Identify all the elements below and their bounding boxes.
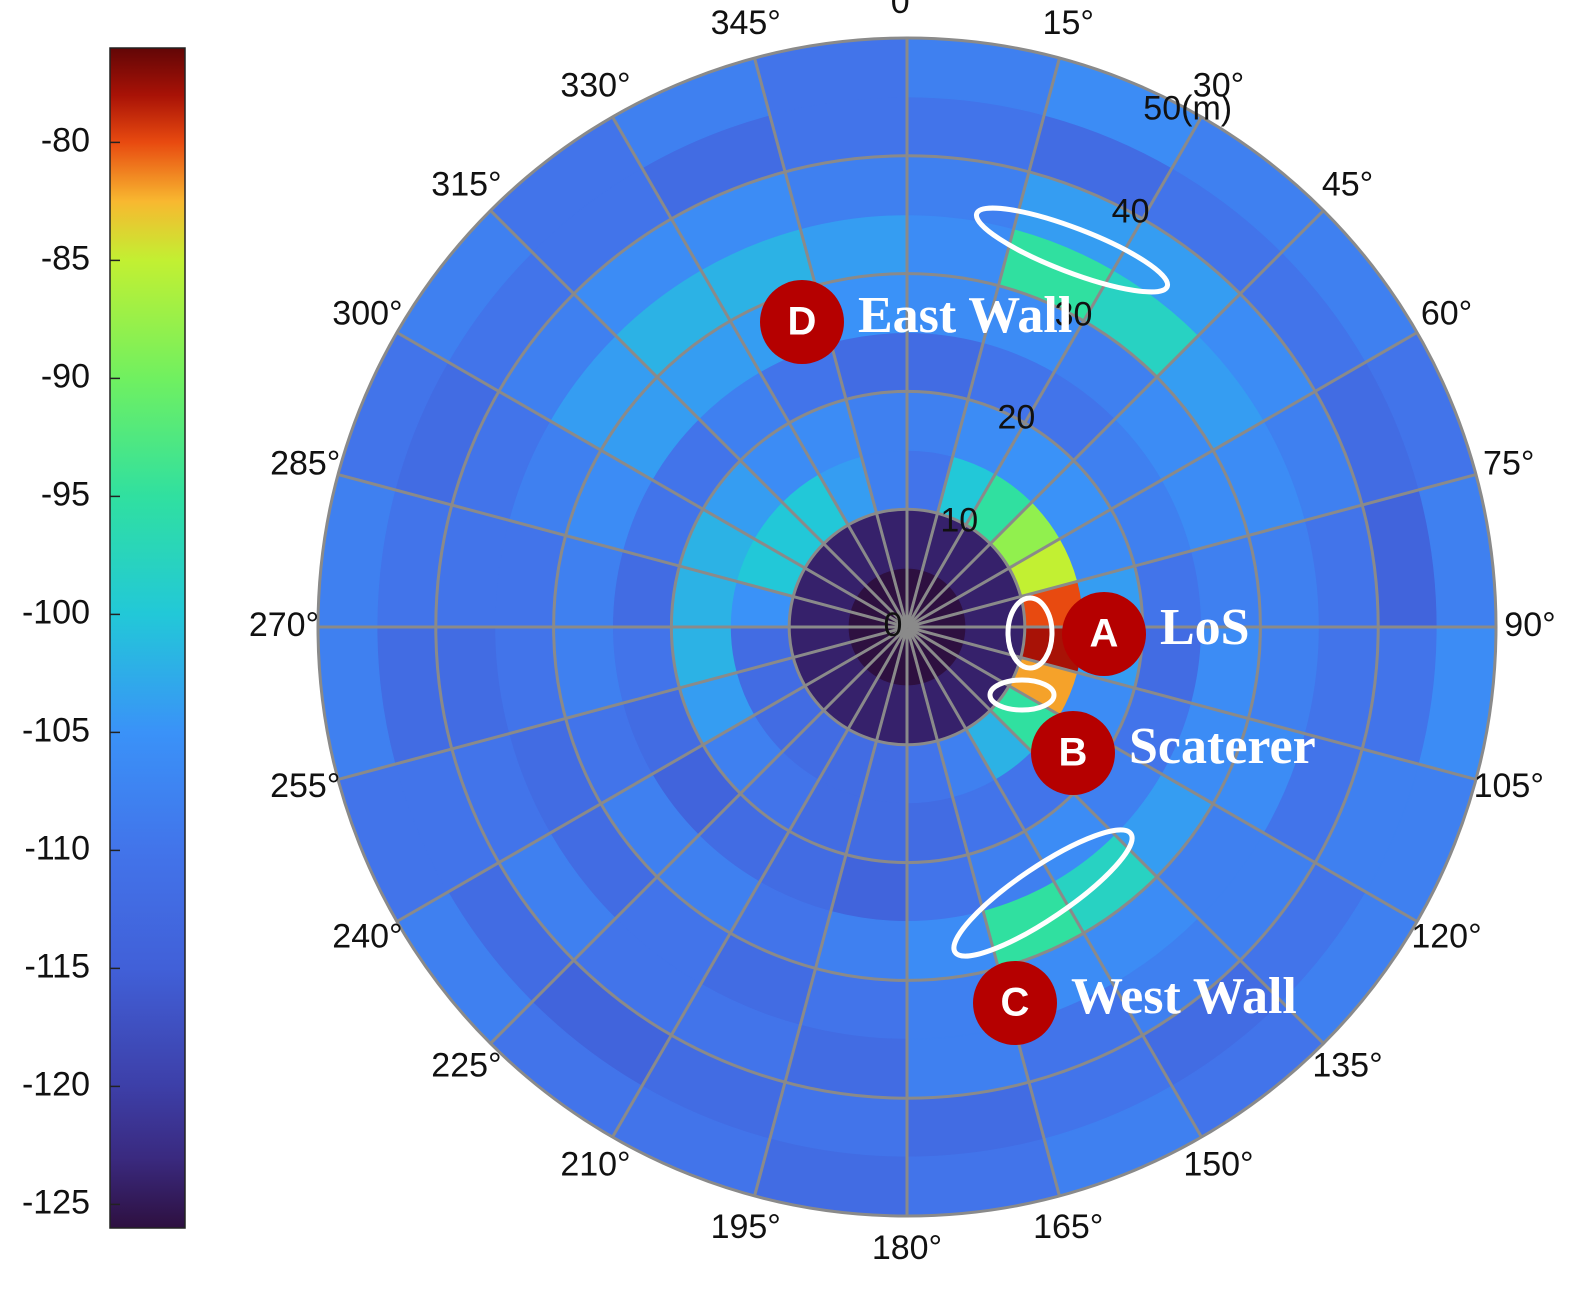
colorbar-tick-label: -115 xyxy=(24,947,90,985)
theta-tick-label: 225° xyxy=(431,1047,501,1085)
annotation-letter: B xyxy=(1059,731,1088,775)
theta-grid-line xyxy=(396,331,908,629)
theta-tick-label: 315° xyxy=(431,165,501,203)
theta-tick-label: 195° xyxy=(711,1208,781,1246)
colorbar-tick-label: -90 xyxy=(41,357,90,395)
theta-tick-label: 0° xyxy=(891,0,924,21)
annotation-letter: D xyxy=(788,300,817,344)
r-tick-label: 40 xyxy=(1112,193,1150,231)
r-tick-label: 0 xyxy=(884,606,903,644)
theta-tick-label: 30° xyxy=(1193,66,1244,104)
annotation-text: East Wall xyxy=(858,287,1072,344)
theta-tick-label: 45° xyxy=(1322,165,1373,203)
theta-tick-label: 270° xyxy=(249,606,319,644)
theta-tick-label: 240° xyxy=(332,917,402,955)
theta-tick-label: 105° xyxy=(1474,767,1544,805)
annotation-text: Scaterer xyxy=(1129,718,1316,775)
theta-tick-label: 90° xyxy=(1504,606,1555,644)
annotation-letter: C xyxy=(1001,981,1030,1025)
theta-grid-line xyxy=(906,331,1418,629)
highlight-ellipse xyxy=(951,827,1135,959)
theta-grid-line xyxy=(489,625,909,1045)
theta-tick-label: 210° xyxy=(560,1146,630,1184)
theta-tick-label: 150° xyxy=(1183,1146,1253,1184)
r-tick-label: 10 xyxy=(940,502,978,540)
theta-grid-line xyxy=(906,625,1418,923)
annotation-text: LoS xyxy=(1160,599,1250,656)
colorbar-tick-label: -105 xyxy=(22,711,90,749)
r-tick-label: 30 xyxy=(1055,296,1093,334)
theta-grid-line xyxy=(905,626,1061,1197)
annotation-marker xyxy=(760,280,844,364)
theta-tick-label: 345° xyxy=(711,4,781,42)
annotation-marker xyxy=(1062,592,1146,676)
theta-grid-line xyxy=(905,625,1325,1045)
theta-grid-line xyxy=(905,57,1061,628)
theta-grid-line xyxy=(396,625,908,923)
r-tick-label: 20 xyxy=(997,399,1035,437)
theta-tick-label: 15° xyxy=(1043,4,1094,42)
heatmap xyxy=(317,37,1497,1217)
theta-grid-line xyxy=(905,209,1325,629)
theta-tick-label: 300° xyxy=(332,294,402,332)
colorbar-tick-label: -80 xyxy=(41,121,90,159)
highlight-ellipse xyxy=(1005,595,1055,671)
colorbar-tick-label: -85 xyxy=(41,239,90,277)
annotation-marker xyxy=(1031,711,1115,795)
theta-grid-line xyxy=(906,625,1477,781)
highlight-ellipse xyxy=(987,677,1057,713)
theta-tick-label: 75° xyxy=(1483,445,1534,483)
annotation-letter: A xyxy=(1090,612,1119,656)
polar-grid xyxy=(316,36,1498,1218)
theta-tick-label: 165° xyxy=(1033,1208,1103,1246)
theta-grid-line xyxy=(489,209,909,629)
theta-grid-line xyxy=(337,473,908,629)
theta-grid-line xyxy=(905,116,1203,628)
r-tick-label: 50(m) xyxy=(1143,90,1232,128)
annotation-text: West Wall xyxy=(1071,968,1297,1025)
colorbar-tick-label: -120 xyxy=(22,1065,90,1103)
theta-grid-line xyxy=(906,473,1477,629)
theta-tick-label: 285° xyxy=(270,445,340,483)
colorbar-tick-label: -95 xyxy=(41,475,90,513)
theta-grid-line xyxy=(611,626,909,1138)
colorbar-tick-label: -100 xyxy=(22,593,90,631)
annotation-marker xyxy=(973,961,1057,1045)
colorbar-tick-label: -125 xyxy=(22,1183,90,1221)
colorbar: -80 -85 -90 -95 -100 -105 -110 -115 -120 -125 xyxy=(22,47,186,1229)
highlight-ellipse xyxy=(973,205,1171,295)
theta-grid-line xyxy=(337,625,908,781)
axis-labels: 0 10 20 30 40 50(m) 0° 15° 30° 45° 60° 75° 90° 105° 12… xyxy=(249,0,1556,1267)
theta-tick-label: 135° xyxy=(1312,1047,1382,1085)
annotations: A LoS B Scaterer C West Wall D East Wall xyxy=(760,205,1316,1045)
theta-tick-label: 180° xyxy=(872,1229,942,1267)
theta-grid-line xyxy=(905,626,1203,1138)
theta-tick-label: 60° xyxy=(1421,294,1472,332)
colorbar-tick-label: -110 xyxy=(24,829,90,867)
theta-tick-label: 120° xyxy=(1411,917,1481,955)
theta-grid-line xyxy=(753,626,909,1197)
theta-tick-label: 255° xyxy=(270,767,340,805)
theta-tick-label: 330° xyxy=(560,66,630,104)
theta-grid-line xyxy=(611,116,909,628)
colorbar-scale xyxy=(109,47,186,1229)
